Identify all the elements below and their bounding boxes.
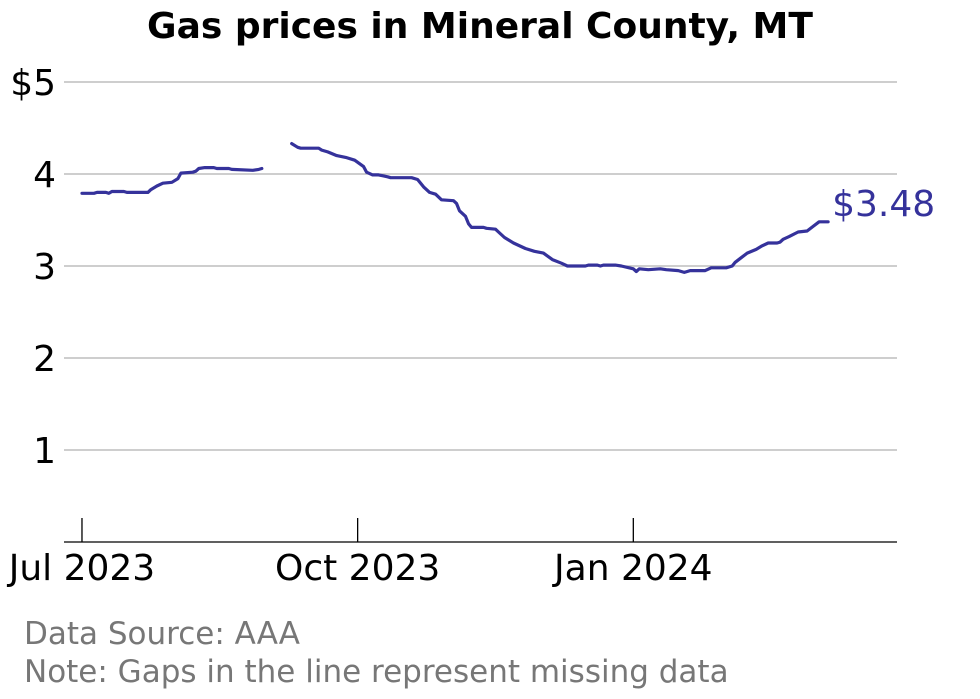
missing-data-note: Note: Gaps in the line represent missing… <box>24 654 729 690</box>
series-line-segment-2 <box>290 142 830 274</box>
x-axis: Jul 2023 Oct 2023 Jan 2024 <box>7 518 897 589</box>
data-source-note: Data Source: AAA <box>24 616 300 652</box>
x-tick-label-2: Jan 2024 <box>552 548 713 589</box>
y-tick-label-2: 2 <box>33 339 56 380</box>
x-tick-label-1: Oct 2023 <box>275 548 440 589</box>
chart-title: Gas prices in Mineral County, MT <box>147 6 813 47</box>
grid-lines <box>64 81 897 451</box>
price-series <box>80 142 830 274</box>
y-tick-label-3: 3 <box>33 247 56 288</box>
series-line-segment-1 <box>80 166 264 195</box>
y-tick-label-4: 4 <box>33 155 56 196</box>
y-axis-ticks: 1 2 3 4 $5 <box>10 63 56 472</box>
y-tick-label-1: 1 <box>33 431 56 472</box>
x-tick-label-0: Jul 2023 <box>7 548 156 589</box>
latest-price-label: $3.48 <box>832 184 935 225</box>
y-tick-label-5: $5 <box>10 63 56 104</box>
